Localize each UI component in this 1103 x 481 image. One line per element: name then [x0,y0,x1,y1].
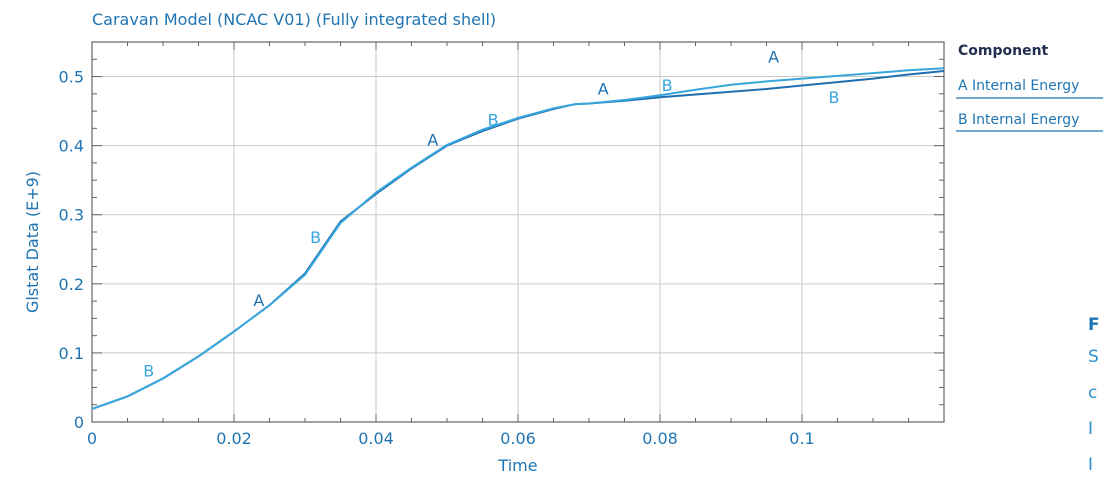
chart-title: Caravan Model (NCAC V01) (Fully integrat… [92,10,496,29]
axis-ticks [91,42,944,423]
series-marker-a: A [598,80,609,99]
legend-title: Component [958,43,1049,59]
y-axis-label: Glstat Data (E+9) [23,171,42,313]
side-note-line: I [1088,419,1093,439]
legend: Component A Internal Energy B Internal E… [956,43,1103,132]
legend-entry-a: A Internal Energy [958,78,1079,94]
series-marker-b: B [143,361,154,380]
side-note-heading: F [1088,315,1100,335]
x-tick-label: 0.06 [500,429,536,448]
x-tick-label: 0.02 [216,429,252,448]
side-note-line: c [1088,383,1097,403]
x-axis-tick-labels: 0 0.02 0.04 0.06 0.08 0.1 [87,429,815,448]
x-tick-label: 0 [87,429,97,448]
y-tick-label: 0.1 [59,344,84,363]
y-tick-label: 0.5 [59,68,84,87]
y-tick-label: 0.3 [59,206,84,225]
series-line-b [91,67,945,410]
legend-entry-b: B Internal Energy [958,112,1079,128]
series-marker-b: B [828,88,839,107]
series [91,67,945,410]
side-note-line: I [1088,455,1093,475]
grid [92,42,944,422]
series-markers: A A A A B B B B B [143,48,839,381]
y-tick-label: 0 [74,413,84,432]
series-marker-a: A [427,131,438,150]
series-marker-b: B [662,76,673,95]
side-note-line: S [1088,347,1099,367]
x-tick-label: 0.08 [642,429,678,448]
x-tick-label: 0.1 [789,429,814,448]
y-axis-tick-labels: 0 0.1 0.2 0.3 0.4 0.5 [59,68,84,432]
series-marker-b: B [488,111,499,130]
y-tick-label: 0.2 [59,275,84,294]
side-note: F S c I I [1088,315,1100,475]
y-tick-label: 0.4 [59,137,84,156]
series-marker-b: B [310,228,321,247]
x-axis-label: Time [497,456,537,475]
x-tick-label: 0.04 [358,429,394,448]
series-marker-a: A [253,291,264,310]
series-marker-a: A [768,48,779,67]
